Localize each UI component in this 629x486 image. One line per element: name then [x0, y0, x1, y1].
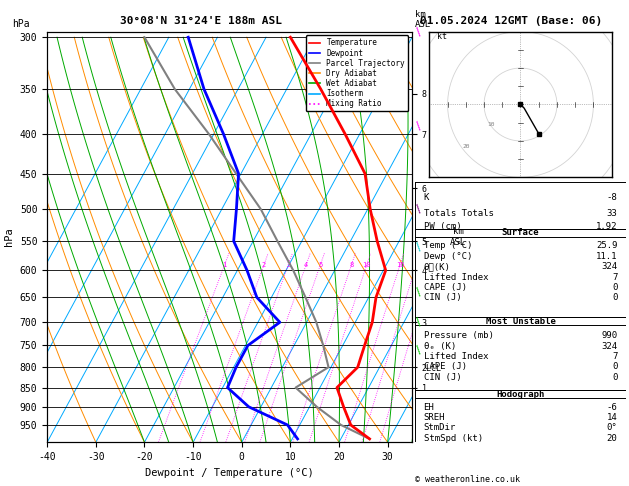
Text: 0: 0 — [612, 294, 618, 302]
Text: 324: 324 — [601, 262, 618, 271]
Text: CAPE (J): CAPE (J) — [423, 283, 467, 292]
Text: 5: 5 — [318, 262, 323, 268]
Text: 20: 20 — [607, 434, 618, 443]
Text: 33: 33 — [607, 209, 618, 218]
Text: 2: 2 — [262, 262, 266, 268]
Text: 3: 3 — [286, 262, 291, 268]
Text: θᴇ(K): θᴇ(K) — [423, 262, 450, 271]
Text: 16: 16 — [396, 262, 404, 268]
Text: CAPE (J): CAPE (J) — [423, 363, 467, 371]
Text: 7: 7 — [612, 352, 618, 361]
Text: 25.9: 25.9 — [596, 242, 618, 250]
X-axis label: Dewpoint / Temperature (°C): Dewpoint / Temperature (°C) — [145, 468, 314, 478]
Text: EH: EH — [423, 403, 434, 412]
Text: 1: 1 — [223, 262, 226, 268]
Text: 14: 14 — [607, 413, 618, 422]
Text: 8: 8 — [349, 262, 353, 268]
Text: Lifted Index: Lifted Index — [423, 352, 488, 361]
Text: StmDir: StmDir — [423, 423, 456, 433]
Legend: Temperature, Dewpoint, Parcel Trajectory, Dry Adiabat, Wet Adiabat, Isotherm, Mi: Temperature, Dewpoint, Parcel Trajectory… — [306, 35, 408, 111]
Text: Most Unstable: Most Unstable — [486, 317, 555, 326]
Y-axis label: hPa: hPa — [4, 227, 14, 246]
Text: /: / — [413, 316, 425, 328]
Text: PW (cm): PW (cm) — [423, 222, 461, 231]
Text: 10: 10 — [487, 122, 495, 127]
Text: 01.05.2024 12GMT (Base: 06): 01.05.2024 12GMT (Base: 06) — [420, 16, 603, 26]
Text: -8: -8 — [607, 193, 618, 202]
Text: K: K — [423, 193, 429, 202]
Text: /: / — [413, 241, 425, 253]
Text: km
ASL: km ASL — [415, 10, 431, 29]
Text: © weatheronline.co.uk: © weatheronline.co.uk — [415, 474, 520, 484]
Text: 7: 7 — [612, 273, 618, 282]
Text: /: / — [413, 120, 425, 131]
Text: 4: 4 — [304, 262, 308, 268]
Text: 0°: 0° — [607, 423, 618, 433]
Text: kt: kt — [437, 32, 447, 41]
Text: StmSpd (kt): StmSpd (kt) — [423, 434, 482, 443]
Text: 10: 10 — [362, 262, 371, 268]
Text: 0: 0 — [612, 363, 618, 371]
Text: 0: 0 — [612, 373, 618, 382]
Text: 20: 20 — [462, 144, 470, 149]
Text: 990: 990 — [601, 331, 618, 340]
Text: 0: 0 — [612, 283, 618, 292]
Text: Pressure (mb): Pressure (mb) — [423, 331, 493, 340]
Text: 30°08'N 31°24'E 188m ASL: 30°08'N 31°24'E 188m ASL — [120, 16, 282, 26]
Text: 11.1: 11.1 — [596, 252, 618, 261]
Text: -6: -6 — [607, 403, 618, 412]
Text: Lifted Index: Lifted Index — [423, 273, 488, 282]
Text: hPa: hPa — [13, 19, 30, 29]
Text: /: / — [413, 26, 425, 37]
Text: CIN (J): CIN (J) — [423, 294, 461, 302]
Y-axis label: km
ASL: km ASL — [450, 227, 467, 246]
Text: θₑ (K): θₑ (K) — [423, 342, 456, 350]
Text: /: / — [413, 203, 425, 215]
Text: /: / — [413, 286, 425, 298]
Text: 1.92: 1.92 — [596, 222, 618, 231]
Text: Dewp (°C): Dewp (°C) — [423, 252, 472, 261]
Text: Hodograph: Hodograph — [496, 390, 545, 399]
Text: Totals Totals: Totals Totals — [423, 209, 493, 218]
Text: /: / — [413, 344, 425, 356]
Text: Temp (°C): Temp (°C) — [423, 242, 472, 250]
Text: SREH: SREH — [423, 413, 445, 422]
Text: CIN (J): CIN (J) — [423, 373, 461, 382]
Text: 324: 324 — [601, 342, 618, 350]
Text: Surface: Surface — [502, 228, 539, 238]
